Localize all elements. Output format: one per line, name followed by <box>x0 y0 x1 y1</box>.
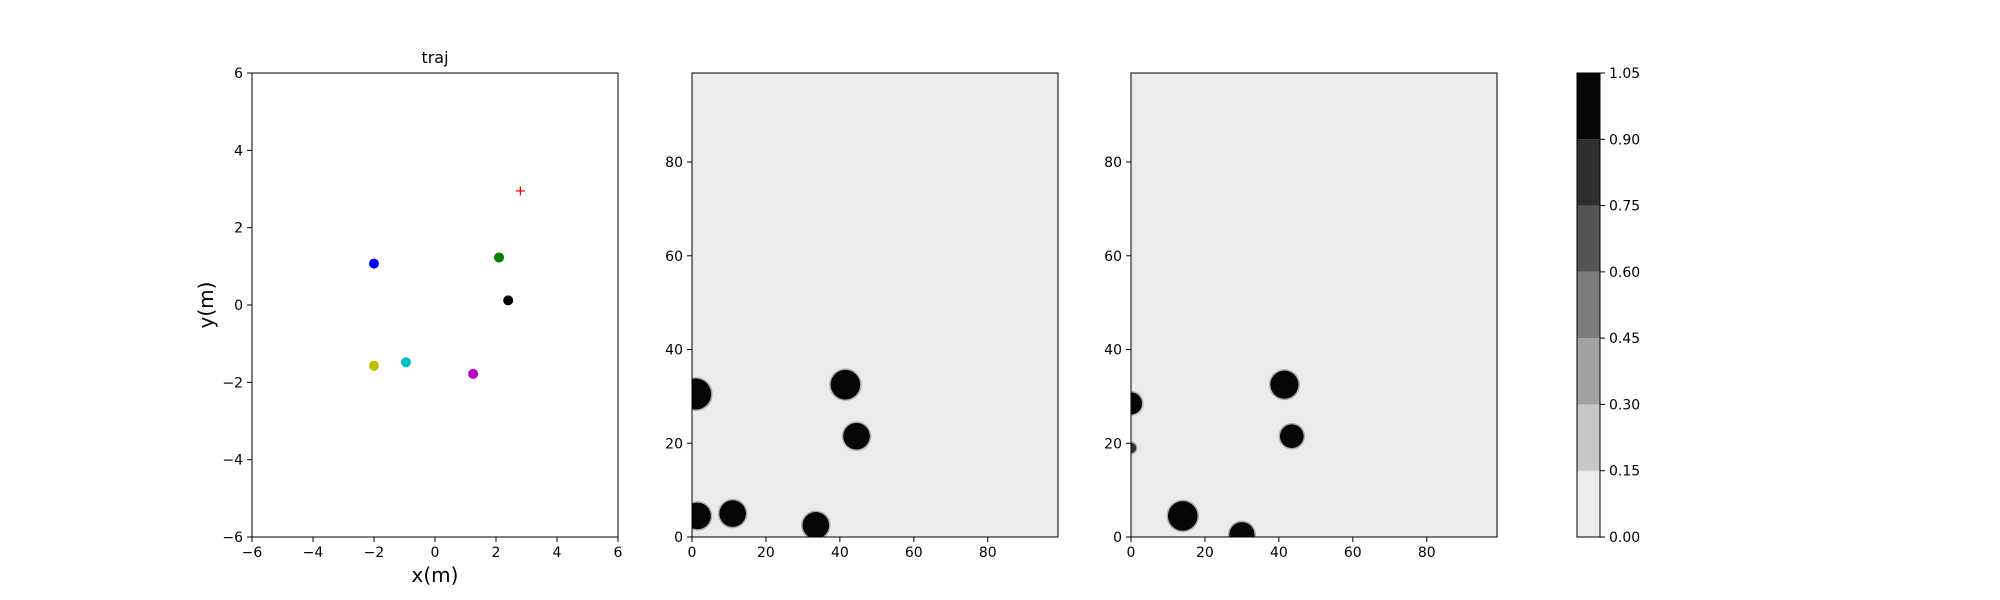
obstacle-blob <box>1131 442 1137 454</box>
x-tick-label: 20 <box>1196 545 1214 561</box>
y-tick-label: −6 <box>222 530 243 546</box>
x-tick-label: 60 <box>1344 545 1362 561</box>
x-tick-label: 0 <box>688 545 697 561</box>
obstacle-blob <box>692 502 711 530</box>
obstacle-blob <box>1131 392 1143 415</box>
colorbar-band <box>1577 470 1600 537</box>
occupancy-map-1: 0 20 40 60 80 0 20 40 60 80 <box>665 72 1059 561</box>
obstacle-blob <box>1167 501 1198 531</box>
x-tick-label: 80 <box>1418 545 1436 561</box>
colorbar-tick-label: 0.60 <box>1609 265 1640 281</box>
y-tick-label: −2 <box>222 375 243 391</box>
x-tick-label: −4 <box>303 545 324 561</box>
x-tick-label: 2 <box>492 545 501 561</box>
obstacle-blob <box>1229 522 1255 537</box>
x-tick-label: 40 <box>831 545 849 561</box>
traj-plot: traj x(m) y(m) −6 −4 −2 0 2 4 6 −6 −4 −2 0 2 4 6 <box>194 48 623 587</box>
x-tick-label: 6 <box>614 545 623 561</box>
y-tick-label: 0 <box>234 298 243 314</box>
y-tick-label: 60 <box>1104 249 1122 265</box>
scatter-point <box>369 258 379 269</box>
obstacle-group <box>692 368 872 537</box>
axes-frame <box>251 72 619 538</box>
obstacle-blob <box>843 422 870 450</box>
scatter-point <box>401 357 412 368</box>
y-tick-label: 40 <box>665 343 683 359</box>
colorbar-band <box>1577 205 1600 272</box>
y-tick-label: 40 <box>1104 343 1122 359</box>
x-tick-label: 20 <box>757 545 775 561</box>
colorbar-band <box>1577 139 1600 206</box>
axes-frame <box>691 72 1059 538</box>
obstacle-blob <box>692 378 712 410</box>
scatter-point <box>468 368 479 379</box>
heatmap-background <box>1131 73 1497 537</box>
obstacle-blob <box>1270 370 1299 399</box>
colorbar: 0.00 0.15 0.30 0.45 0.60 0.75 0.90 1.05 <box>1576 66 1640 546</box>
y-tick-label: 80 <box>665 155 683 171</box>
x-tick-label: 0 <box>431 545 440 561</box>
colorbar-tick-label: 0.30 <box>1609 397 1640 413</box>
colorbar-tick-label: 0.45 <box>1609 331 1640 347</box>
scatter-point <box>494 252 505 263</box>
obstacle-blob <box>1279 424 1304 449</box>
plot-title: traj <box>421 48 448 67</box>
x-tick-label: 80 <box>979 545 997 561</box>
y-tick-label: 4 <box>234 143 243 159</box>
y-tick-label: −4 <box>222 453 243 469</box>
y-tick-label: 60 <box>665 249 683 265</box>
axes-frame <box>1130 72 1498 538</box>
y-tick-label: 20 <box>665 436 683 452</box>
colorbar-frame <box>1576 72 1601 538</box>
colorbar-tick-label: 1.05 <box>1609 66 1640 82</box>
x-tick-label: −2 <box>364 545 385 561</box>
x-tick-label: 4 <box>553 545 562 561</box>
y-tick-label: 0 <box>674 530 683 546</box>
scatter-point <box>503 295 514 306</box>
y-axis-label: y(m) <box>194 282 218 329</box>
obstacle-blob <box>802 511 830 537</box>
colorbar-band <box>1577 404 1600 471</box>
colorbar-band <box>1577 338 1600 405</box>
occupancy-map-2: 0 20 40 60 80 0 20 40 60 80 <box>1104 72 1498 561</box>
x-tick-label: 0 <box>1127 545 1136 561</box>
scatter-point <box>369 360 379 371</box>
y-tick-label: 20 <box>1104 436 1122 452</box>
obstacle-blob <box>719 500 746 527</box>
heatmap-background <box>692 73 1058 537</box>
colorbar-band <box>1577 73 1600 140</box>
y-tick-label: 6 <box>234 66 243 82</box>
colorbar-band <box>1577 271 1600 339</box>
y-tick-label: 80 <box>1104 155 1122 171</box>
colorbar-tick-label: 0.00 <box>1609 530 1640 546</box>
obstacle-blob <box>830 369 861 400</box>
y-tick-label: 0 <box>1113 530 1122 546</box>
obstacle-group <box>1131 369 1306 537</box>
x-axis-label: x(m) <box>412 563 459 587</box>
x-tick-label: 60 <box>905 545 923 561</box>
colorbar-tick-label: 0.90 <box>1609 132 1640 148</box>
colorbar-tick-label: 0.75 <box>1609 199 1640 215</box>
target-plus-marker <box>515 186 525 196</box>
x-tick-label: 40 <box>1270 545 1288 561</box>
x-tick-label: −6 <box>242 545 263 561</box>
colorbar-tick-label: 0.15 <box>1609 464 1640 480</box>
y-tick-label: 2 <box>234 221 243 237</box>
